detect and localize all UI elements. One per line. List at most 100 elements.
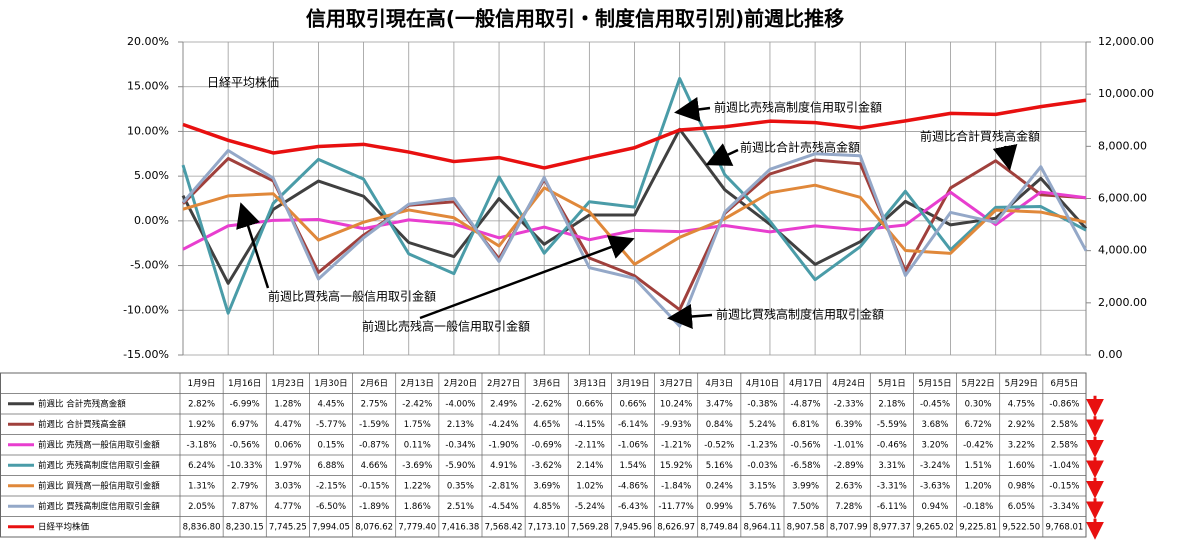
series-line bbox=[182, 98, 1087, 170]
table-cell: 8,707.99 bbox=[830, 522, 868, 532]
table-cell: 0.11% bbox=[404, 440, 431, 450]
table-cell: -0.56% bbox=[230, 440, 260, 450]
series-line bbox=[181, 157, 1087, 312]
table-cell: 1.97% bbox=[274, 461, 301, 471]
table-header: 3月27日 bbox=[660, 379, 693, 389]
table-cell: 8,626.97 bbox=[657, 522, 695, 532]
table-header: 5月22日 bbox=[962, 379, 995, 389]
table-cell: -1.90% bbox=[489, 440, 519, 450]
table-cell: -0.52% bbox=[704, 440, 734, 450]
table-cell: 1.75% bbox=[404, 420, 431, 430]
table-cell: 7,994.05 bbox=[312, 522, 350, 532]
table-cell: 1.51% bbox=[965, 461, 992, 471]
table-cell: 1.22% bbox=[404, 481, 431, 491]
table-header: 3月19日 bbox=[616, 379, 649, 389]
table-cell: -5.90% bbox=[445, 461, 475, 471]
annotation: 前週比買残高一般信用取引金額 bbox=[268, 289, 436, 304]
table-header: 4月3日 bbox=[705, 379, 733, 389]
legend-label: 前週比 合計買残高金額 bbox=[38, 419, 126, 430]
table-cell: -1.21% bbox=[661, 440, 691, 450]
table-cell: -0.34% bbox=[445, 440, 475, 450]
table-cell: 2.05% bbox=[188, 502, 215, 512]
table-cell: -4.00% bbox=[445, 399, 475, 409]
legend-label: 前週比 売残高制度信用取引金額 bbox=[38, 460, 160, 471]
table-cell: 7,779.40 bbox=[398, 522, 436, 532]
table-cell: -4.15% bbox=[575, 420, 605, 430]
arrow bbox=[667, 304, 713, 329]
table-cell: -0.69% bbox=[532, 440, 562, 450]
table-cell: 8,230.15 bbox=[226, 522, 264, 532]
table-cell: 0.84% bbox=[706, 420, 733, 430]
table-cell: -2.89% bbox=[834, 461, 864, 471]
table-header: 1月23日 bbox=[271, 379, 304, 389]
table-cell: 9,225.81 bbox=[959, 522, 997, 532]
table-cell: -9.93% bbox=[661, 420, 691, 430]
table-cell: 8,749.84 bbox=[700, 522, 738, 532]
table-cell: -10.33% bbox=[227, 461, 262, 471]
table-header: 2月20日 bbox=[444, 379, 477, 389]
table-cell: -5.59% bbox=[877, 420, 907, 430]
table-cell: -6.11% bbox=[877, 502, 907, 512]
table-cell: 4.45% bbox=[317, 399, 344, 409]
table-cell: 9,768.01 bbox=[1045, 522, 1083, 532]
series-line bbox=[181, 76, 1087, 315]
table-cell: -1.01% bbox=[834, 440, 864, 450]
table-cell: 2.18% bbox=[878, 399, 905, 409]
table-header: 4月24日 bbox=[832, 379, 865, 389]
table-header: 1月16日 bbox=[228, 379, 261, 389]
table-cell: 3.69% bbox=[533, 481, 560, 491]
table-cell: -6.99% bbox=[230, 399, 260, 409]
table-cell: 0.66% bbox=[619, 399, 646, 409]
table-cell: -11.77% bbox=[658, 502, 693, 512]
y-tick-label: -10.00% bbox=[123, 303, 169, 316]
table-cell: 4.85% bbox=[533, 502, 560, 512]
table-cell: 7,945.96 bbox=[614, 522, 652, 532]
table-cell: 7.28% bbox=[835, 502, 862, 512]
table-cell: -0.86% bbox=[1049, 399, 1079, 409]
arrow bbox=[236, 202, 270, 289]
table-cell: 2.58% bbox=[1051, 420, 1078, 430]
table-cell: -3.34% bbox=[1049, 502, 1079, 512]
table-cell: 2.49% bbox=[490, 399, 517, 409]
table-cell: -0.45% bbox=[920, 399, 950, 409]
annotation: 前週比売残高一般信用取引金額 bbox=[362, 319, 530, 334]
table-cell: -2.62% bbox=[532, 399, 562, 409]
table-cell: -2.33% bbox=[834, 399, 864, 409]
table-cell: 3.68% bbox=[921, 420, 948, 430]
table-cell: 3.31% bbox=[878, 461, 905, 471]
table-cell: 0.15% bbox=[317, 440, 344, 450]
table-header: 5月29日 bbox=[1005, 379, 1038, 389]
arrow bbox=[992, 143, 1018, 171]
table-cell: 3.20% bbox=[921, 440, 948, 450]
table-cell: 2.63% bbox=[835, 481, 862, 491]
table-cell: 0.35% bbox=[447, 481, 474, 491]
table-cell: -1.23% bbox=[747, 440, 777, 450]
table-cell: -1.04% bbox=[1049, 461, 1079, 471]
table-cell: 0.94% bbox=[921, 502, 948, 512]
table-cell: 10.24% bbox=[660, 399, 692, 409]
annotation: 日経平均株価 bbox=[207, 75, 279, 90]
table-cell: -3.24% bbox=[920, 461, 950, 471]
table-cell: 2.14% bbox=[576, 461, 603, 471]
table-cell: 1.54% bbox=[619, 461, 646, 471]
table-header: 6月5日 bbox=[1051, 379, 1079, 389]
table-cell: 1.86% bbox=[404, 502, 431, 512]
y-tick-label: 20.00% bbox=[127, 35, 169, 48]
table-cell: 4.77% bbox=[274, 502, 301, 512]
annotation: 前週比買残高制度信用取引金額 bbox=[716, 307, 884, 322]
table-cell: 1.60% bbox=[1008, 461, 1035, 471]
table-cell: -0.03% bbox=[747, 461, 777, 471]
table-cell: -0.15% bbox=[359, 481, 389, 491]
annotation: 前週比合計買残高金額 bbox=[920, 129, 1040, 144]
annotation-arrows bbox=[236, 97, 1018, 329]
table-cell: 2.51% bbox=[447, 502, 474, 512]
table-cell: -4.54% bbox=[489, 502, 519, 512]
table-cell: -0.46% bbox=[877, 440, 907, 450]
table-header: 2月27日 bbox=[487, 379, 520, 389]
table-cell: 4.66% bbox=[361, 461, 388, 471]
table-cell: 0.06% bbox=[274, 440, 301, 450]
arrow bbox=[674, 97, 711, 122]
table-cell: -3.62% bbox=[532, 461, 562, 471]
legend-label: 前週比 買残高制度信用取引金額 bbox=[38, 501, 160, 512]
table-cell: 3.47% bbox=[706, 399, 733, 409]
